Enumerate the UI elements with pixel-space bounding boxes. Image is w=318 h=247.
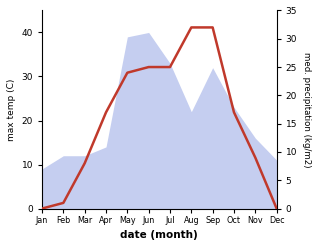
Y-axis label: med. precipitation (kg/m2): med. precipitation (kg/m2) [302,52,311,167]
Y-axis label: max temp (C): max temp (C) [7,78,16,141]
X-axis label: date (month): date (month) [121,230,198,240]
